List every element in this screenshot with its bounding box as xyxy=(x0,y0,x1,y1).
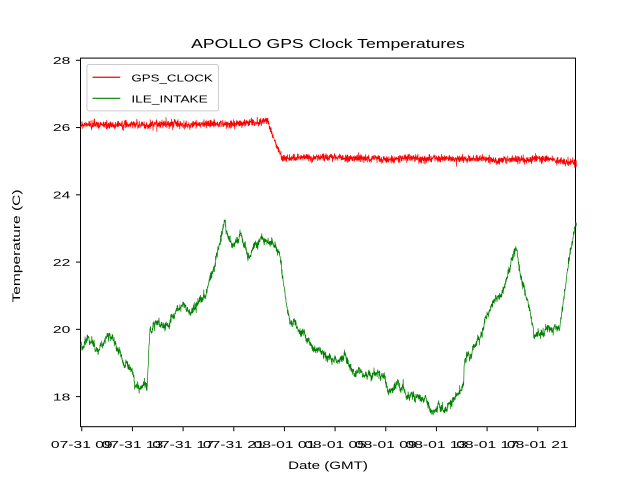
svg-text:24: 24 xyxy=(53,189,70,201)
svg-text:22: 22 xyxy=(53,256,70,268)
svg-text:26: 26 xyxy=(53,122,70,134)
svg-text:20: 20 xyxy=(53,324,70,336)
svg-text:28: 28 xyxy=(53,55,70,67)
svg-text:Date (GMT): Date (GMT) xyxy=(288,459,368,471)
svg-text:ILE_INTAKE: ILE_INTAKE xyxy=(131,93,207,105)
svg-text:GPS_CLOCK: GPS_CLOCK xyxy=(131,72,212,84)
svg-text:08-01 21: 08-01 21 xyxy=(507,438,569,450)
svg-text:APOLLO GPS Clock Temperatures: APOLLO GPS Clock Temperatures xyxy=(191,37,465,51)
svg-text:Temperature (C): Temperature (C) xyxy=(10,189,22,302)
svg-text:18: 18 xyxy=(53,391,70,403)
